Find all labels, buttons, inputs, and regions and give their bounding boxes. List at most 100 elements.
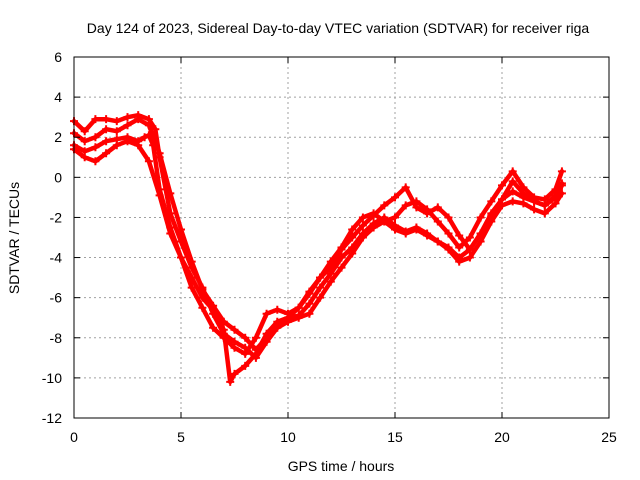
data-point-marker xyxy=(123,137,132,146)
data-point-marker xyxy=(80,127,89,136)
x-tick-label: 25 xyxy=(601,429,617,445)
x-tick-label: 10 xyxy=(280,429,296,445)
data-point-marker xyxy=(369,219,378,228)
data-point-marker xyxy=(423,209,432,218)
x-axis-label: GPS time / hours xyxy=(288,458,395,474)
axis-ticks: 0 5 10 15 20 25 -12 -10 -8 -6 -4 -2 0 2 4 6 xyxy=(42,49,617,445)
data-point-marker xyxy=(144,121,153,130)
data-point-marker xyxy=(230,325,239,334)
series-line xyxy=(71,132,565,357)
data-point-marker xyxy=(557,181,566,190)
data-point-marker xyxy=(391,221,399,230)
data-point-marker xyxy=(551,193,560,202)
data-point-marker xyxy=(198,303,207,312)
data-point-marker xyxy=(251,333,260,342)
y-tick-label: -2 xyxy=(50,209,63,225)
data-point-marker xyxy=(91,157,100,166)
data-point-marker xyxy=(316,273,325,282)
data-point-marker xyxy=(273,305,282,314)
data-point-marker xyxy=(508,197,517,206)
series-line xyxy=(71,138,565,385)
series-track-4 xyxy=(70,137,566,386)
data-point-marker xyxy=(391,213,399,222)
y-tick-label: -6 xyxy=(50,290,63,306)
data-point-marker xyxy=(337,245,346,254)
data-point-marker xyxy=(144,157,153,166)
data-point-marker xyxy=(337,263,346,272)
data-point-marker xyxy=(305,309,314,318)
data-point-marker xyxy=(140,133,149,142)
data-point-marker xyxy=(102,125,111,134)
data-point-marker xyxy=(112,117,121,126)
data-point-marker xyxy=(557,167,566,176)
data-point-marker xyxy=(294,311,303,320)
data-point-marker xyxy=(91,115,100,124)
data-point-marker xyxy=(80,153,89,162)
data-point-marker xyxy=(112,141,121,150)
data-point-marker xyxy=(369,211,378,220)
data-point-marker xyxy=(219,325,228,334)
data-point-marker xyxy=(134,115,143,124)
data-point-marker xyxy=(209,305,218,314)
data-point-marker xyxy=(476,229,485,238)
data-point-marker xyxy=(391,193,399,202)
data-point-marker xyxy=(530,205,539,214)
data-point-marker xyxy=(508,187,517,196)
data-point-marker xyxy=(284,313,292,322)
data-point-marker xyxy=(316,293,325,302)
data-point-marker xyxy=(187,257,196,266)
series-track-3 xyxy=(70,131,566,358)
data-point-marker xyxy=(262,309,271,318)
data-point-marker xyxy=(209,323,218,332)
data-point-marker xyxy=(241,349,250,358)
x-tick-label: 20 xyxy=(494,429,510,445)
data-point-marker xyxy=(273,317,282,326)
data-point-marker xyxy=(187,273,196,282)
y-tick-label: -8 xyxy=(50,330,63,346)
data-point-marker xyxy=(91,133,100,142)
data-point-marker xyxy=(123,121,132,130)
data-point-marker xyxy=(508,167,517,176)
data-point-marker xyxy=(412,223,421,232)
data-point-marker xyxy=(358,229,367,238)
data-point-marker xyxy=(230,369,239,378)
data-point-marker xyxy=(316,283,325,292)
data-point-marker xyxy=(465,253,474,262)
x-tick-label: 0 xyxy=(70,429,78,445)
data-point-marker xyxy=(123,113,132,122)
data-point-marker xyxy=(358,221,367,230)
data-point-marker xyxy=(423,229,432,238)
data-point-marker xyxy=(134,141,143,150)
data-point-marker xyxy=(102,115,111,124)
y-tick-label: -12 xyxy=(42,410,62,426)
gridlines xyxy=(74,57,609,418)
data-point-marker xyxy=(444,213,453,222)
data-point-marker xyxy=(412,203,421,212)
data-point-marker xyxy=(166,189,175,198)
data-point-marker xyxy=(305,287,314,296)
y-tick-label: 4 xyxy=(54,89,62,105)
y-tick-label: 2 xyxy=(54,129,62,145)
data-point-marker xyxy=(198,293,207,302)
data-point-marker xyxy=(80,137,89,146)
data-point-marker xyxy=(177,225,185,234)
data-point-marker xyxy=(155,191,164,200)
data-point-marker xyxy=(401,183,410,192)
data-point-marker xyxy=(530,197,539,206)
data-point-marker xyxy=(498,181,506,190)
data-point-marker xyxy=(348,225,357,234)
data-point-marker xyxy=(348,233,357,242)
data-point-marker xyxy=(251,349,260,358)
data-point-marker xyxy=(465,245,474,254)
series-line xyxy=(71,116,565,353)
data-point-marker xyxy=(380,201,389,210)
data-point-marker xyxy=(305,299,314,308)
data-point-marker xyxy=(380,217,389,226)
data-point-marker xyxy=(91,143,100,152)
series-track-1 xyxy=(70,111,566,362)
data-point-marker xyxy=(498,195,506,204)
data-point-marker xyxy=(144,131,153,140)
chart-title: Day 124 of 2023, Sidereal Day-to-day VTE… xyxy=(87,20,590,36)
data-point-marker xyxy=(177,253,185,262)
